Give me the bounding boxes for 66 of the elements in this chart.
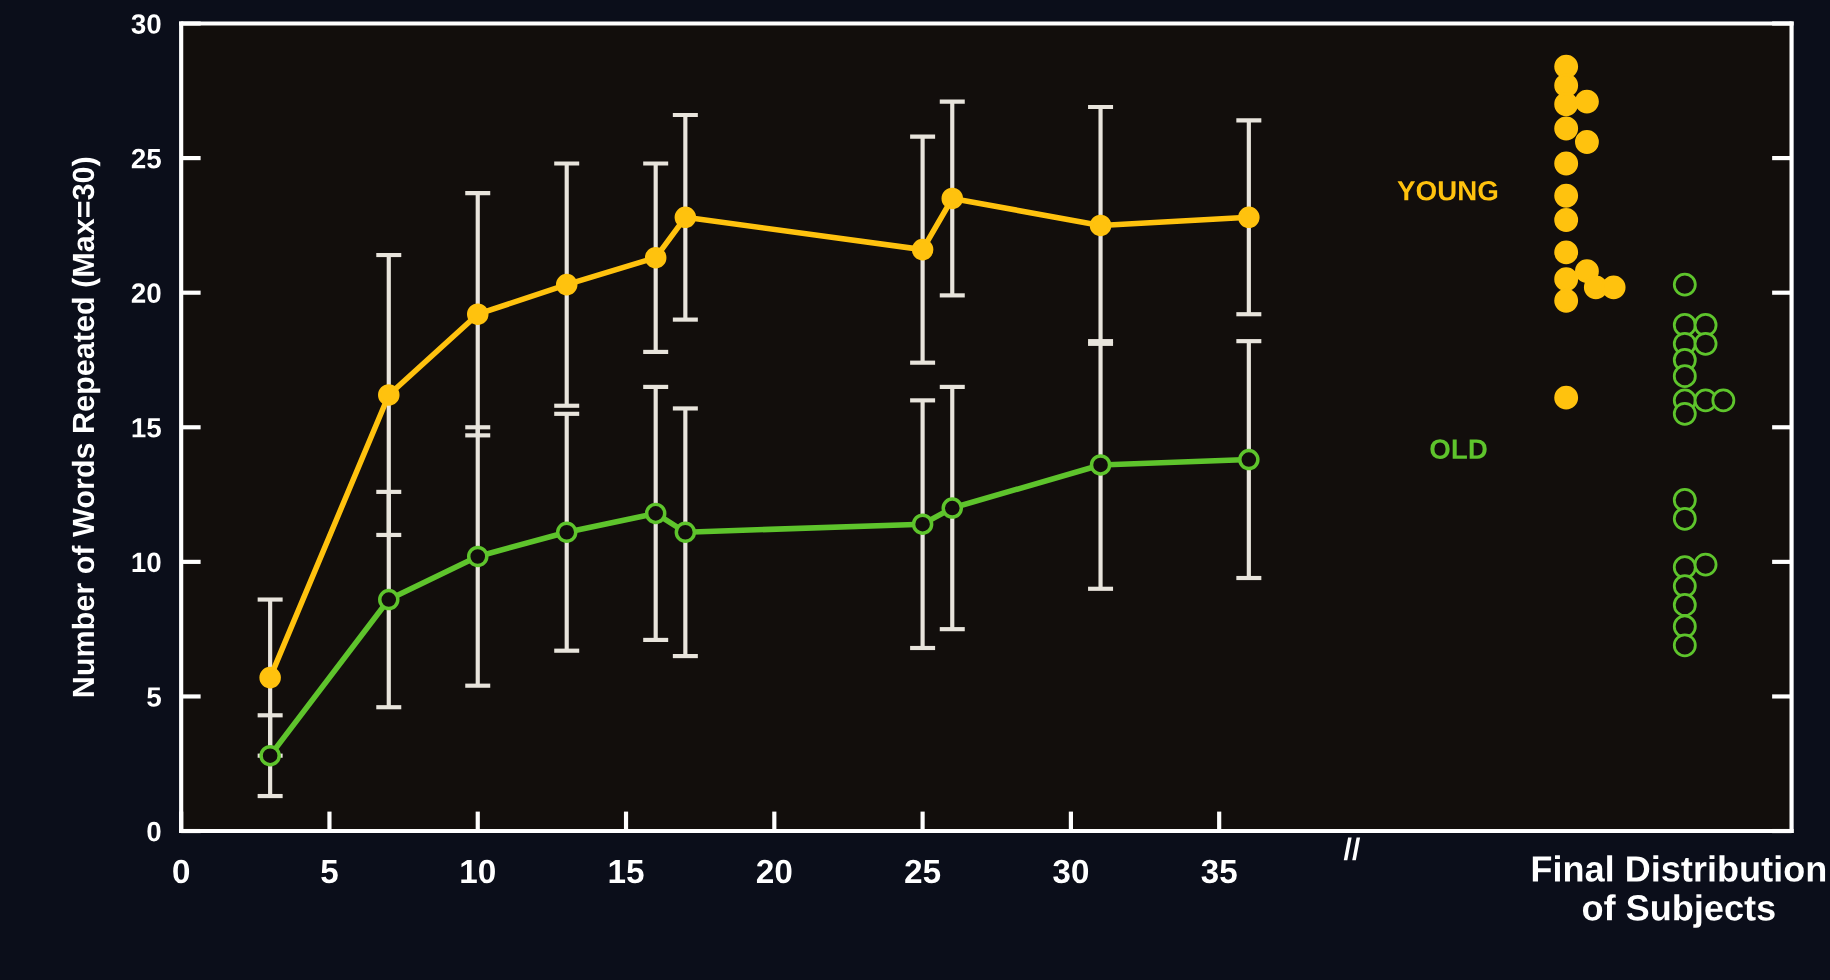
x-tick-label: 25 — [905, 859, 941, 884]
point — [1554, 116, 1579, 141]
point — [466, 545, 489, 568]
point — [259, 744, 281, 767]
point — [555, 273, 578, 296]
point — [1238, 206, 1260, 229]
x-tick-label: 20 — [756, 859, 792, 884]
point — [1554, 288, 1579, 313]
y-tick-label: 20 — [131, 283, 161, 304]
text: // — [1343, 837, 1361, 861]
point — [941, 497, 964, 519]
point — [1554, 92, 1579, 117]
x-tick-label: 10 — [461, 859, 495, 884]
point — [259, 666, 281, 689]
point — [1554, 267, 1579, 292]
point — [555, 521, 578, 544]
point — [1711, 388, 1736, 413]
point — [1554, 208, 1579, 232]
x-tick-label: 35 — [1201, 859, 1237, 884]
point — [1089, 454, 1112, 476]
text: YOUNG — [1397, 180, 1498, 201]
point — [1089, 214, 1112, 237]
y-tick-label: 30 — [131, 14, 161, 34]
point — [644, 246, 667, 269]
y-tick-label: 10 — [132, 552, 161, 573]
point — [1693, 331, 1718, 356]
point — [911, 513, 934, 535]
point — [1554, 73, 1579, 98]
y-tick-label: 5 — [147, 687, 161, 707]
point — [1554, 183, 1579, 208]
point — [941, 187, 964, 210]
point — [1672, 272, 1697, 297]
point — [1672, 633, 1697, 658]
point — [1575, 130, 1599, 154]
point — [644, 502, 667, 525]
point — [1601, 275, 1626, 300]
y-tick-label: 0 — [147, 821, 161, 842]
point — [1672, 488, 1697, 512]
point — [1672, 506, 1697, 531]
x-axis-title: Final Distribution of Subjects — [1532, 855, 1826, 928]
point — [1575, 89, 1599, 114]
point — [1672, 593, 1697, 617]
y-tick-label: 25 — [131, 148, 161, 169]
point — [1693, 552, 1718, 577]
point — [1238, 448, 1260, 471]
x-tick-label: 0 — [173, 859, 190, 884]
point — [378, 384, 400, 406]
point — [1672, 364, 1697, 389]
point — [1672, 614, 1697, 639]
x-tick-label: 15 — [609, 860, 644, 884]
point — [378, 588, 400, 611]
point — [1554, 385, 1579, 410]
point — [674, 206, 697, 229]
x-tick-label: 5 — [321, 860, 338, 884]
point — [1693, 313, 1718, 337]
x-tick-label: 30 — [1053, 859, 1089, 884]
y-axis-title: Number of Words Repeated (Max=30) — [71, 157, 101, 697]
point — [1672, 401, 1697, 426]
point — [466, 303, 489, 325]
point — [911, 238, 934, 261]
point — [1554, 240, 1579, 265]
point — [1554, 151, 1579, 176]
y-tick-label: 15 — [132, 418, 161, 438]
text: OLD — [1430, 439, 1487, 459]
point — [1554, 54, 1579, 79]
point — [674, 521, 697, 544]
